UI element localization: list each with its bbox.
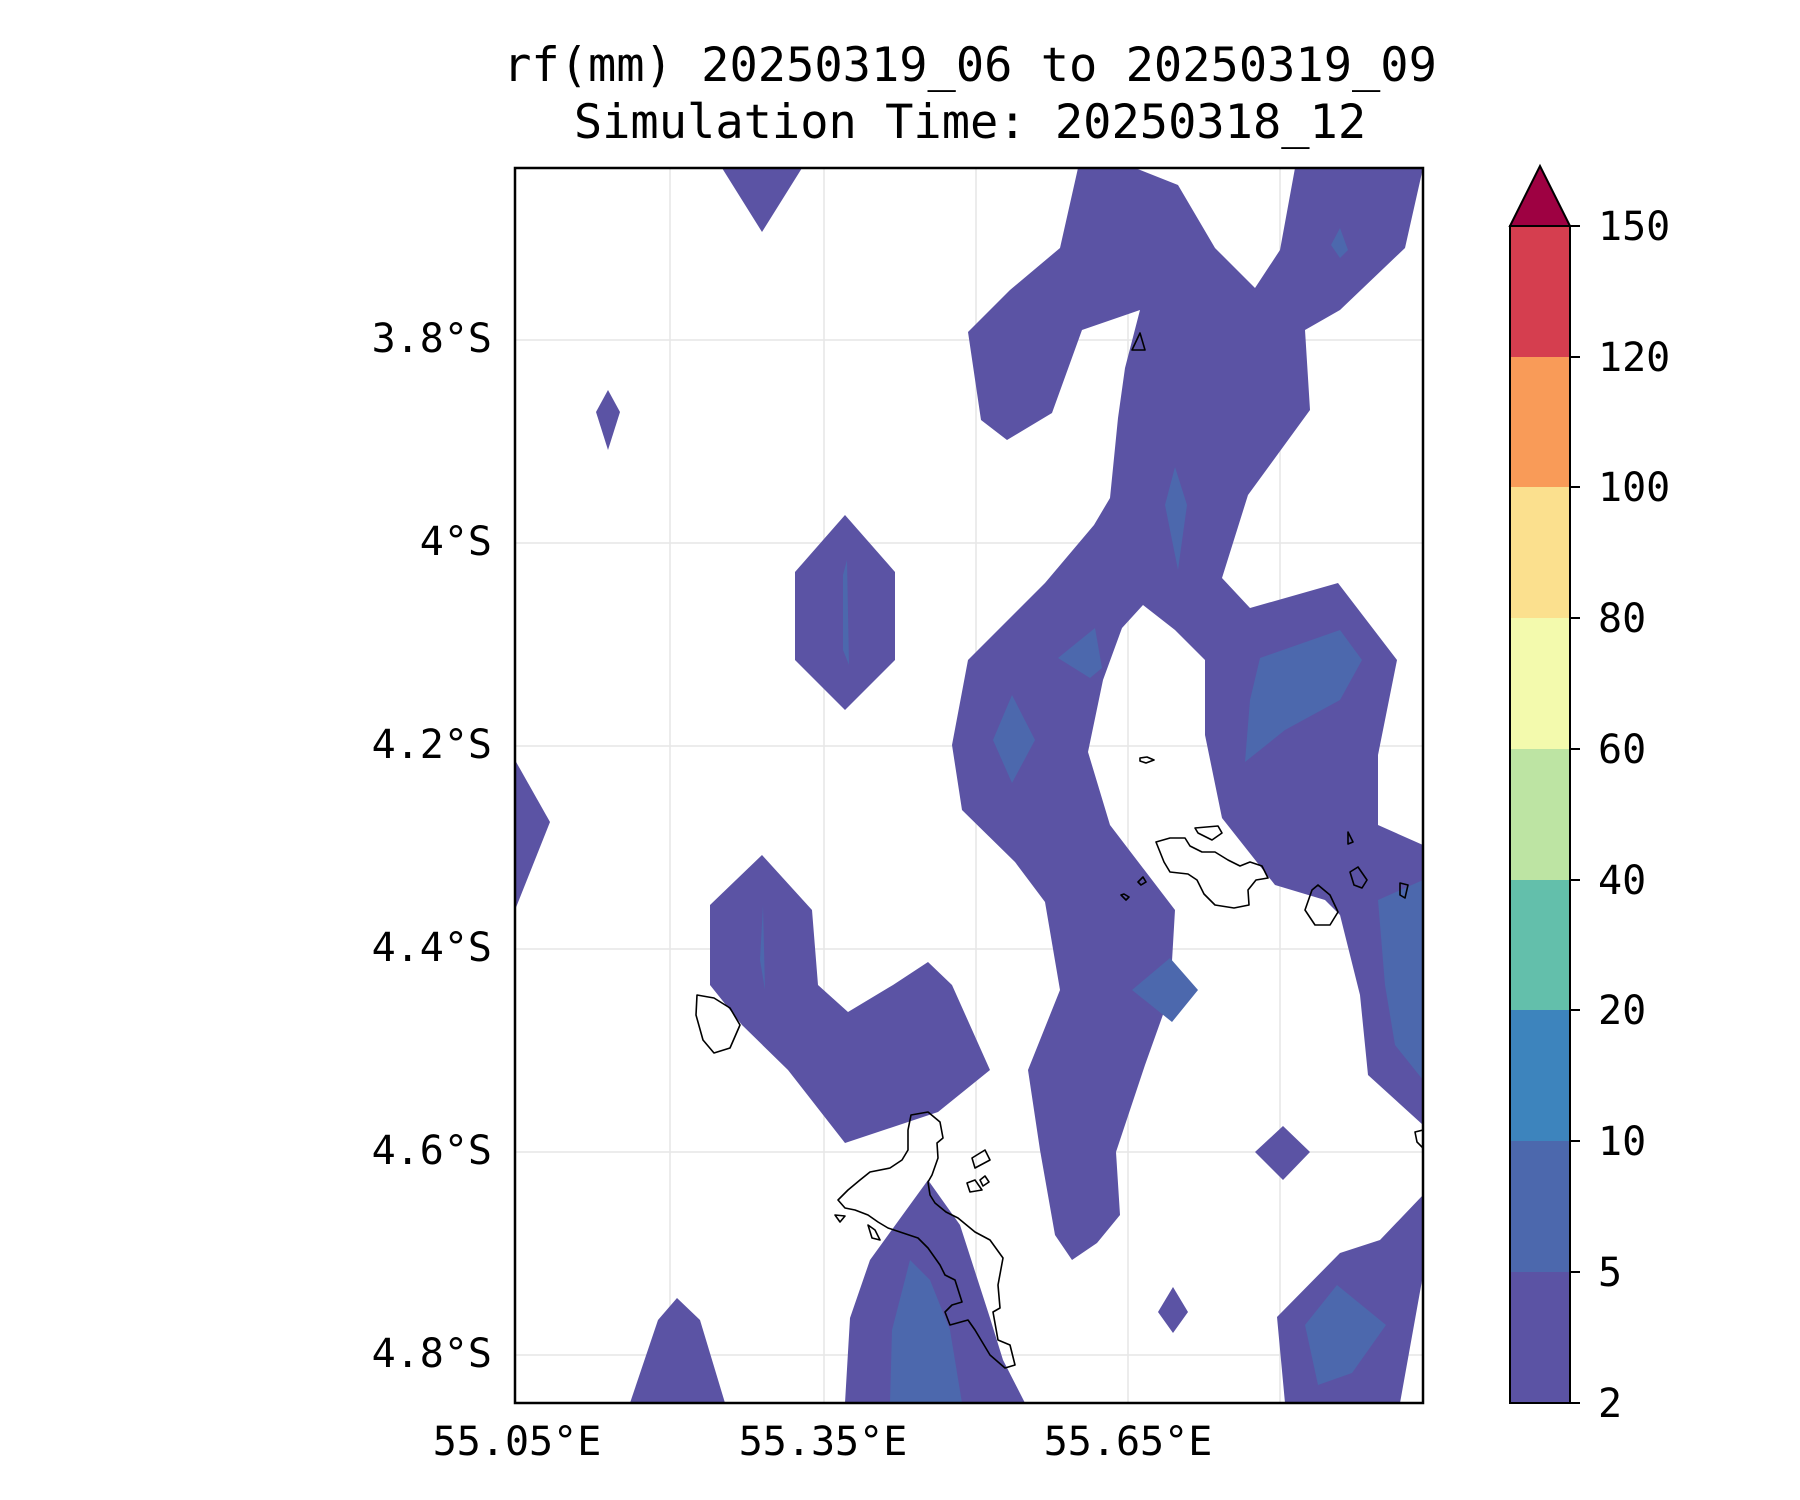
colorbar-frame (1509, 225, 1571, 1404)
colorbar: 2 5 10 20 40 60 80 100 120 150 (1508, 163, 1670, 1427)
lat-tick-label: 4.4°S (372, 925, 492, 971)
colorbar-segment-20-40 (1510, 880, 1570, 1010)
colorbar-segment-2-5 (1510, 1272, 1570, 1403)
colorbar-tick-label: 2 (1598, 1381, 1622, 1427)
colorbar-tick-label: 20 (1598, 988, 1646, 1034)
colorbar-tick-label: 100 (1598, 465, 1670, 511)
map-title-line2: Simulation Time: 20250318_12 (573, 95, 1367, 150)
lat-tick-label: 4°S (420, 519, 492, 565)
colorbar-tick-label: 10 (1598, 1119, 1646, 1165)
colorbar-segment-10-20 (1510, 1010, 1570, 1141)
lat-tick-label: 3.8°S (372, 316, 492, 362)
colorbar-tick-label: 5 (1598, 1250, 1622, 1296)
lat-tick-label: 4.6°S (372, 1128, 492, 1174)
colorbar-segment-60-80 (1510, 618, 1570, 749)
colorbar-ticks (1570, 225, 1580, 1404)
rainfall-contour-5-10mm (760, 228, 1423, 1403)
colorbar-segment-120-150 (1510, 226, 1570, 357)
colorbar-segment-100-120 (1510, 357, 1570, 487)
lon-tick-labels: 55.05°E 55.35°E 55.65°E (433, 1419, 1213, 1465)
colorbar-tick-labels: 2 5 10 20 40 60 80 100 120 150 (1598, 204, 1670, 1427)
colorbar-segment-40-60 (1510, 749, 1570, 880)
colorbar-tick-label: 150 (1598, 204, 1670, 250)
colorbar-tick-label: 60 (1598, 727, 1646, 773)
lon-tick-label: 55.35°E (739, 1419, 908, 1465)
lat-tick-label: 4.2°S (372, 722, 492, 768)
map-frame (513, 166, 1425, 1405)
map-panel (513, 166, 1425, 1405)
coastlines (695, 332, 1423, 1369)
map-title-line1: rf(mm) 20250319_06 to 20250319_09 (503, 38, 1437, 93)
lat-tick-labels: 3.8°S 4°S 4.2°S 4.4°S 4.6°S 4.8°S (372, 316, 492, 1377)
colorbar-extend-arrow (1508, 163, 1572, 227)
colorbar-tick-label: 120 (1598, 335, 1670, 381)
lon-tick-label: 55.05°E (433, 1419, 602, 1465)
lat-tick-label: 4.8°S (372, 1331, 492, 1377)
colorbar-segment-80-100 (1510, 487, 1570, 618)
lon-tick-label: 55.65°E (1044, 1419, 1213, 1465)
colorbar-tick-label: 80 (1598, 596, 1646, 642)
colorbar-tick-label: 40 (1598, 858, 1646, 904)
colorbar-segment-5-10 (1510, 1141, 1570, 1272)
